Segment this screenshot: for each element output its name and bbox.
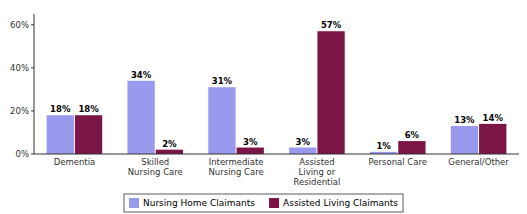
bar	[75, 115, 102, 154]
x-tick-label-line: Dementia	[54, 157, 96, 167]
bar	[451, 126, 478, 154]
data-label: 3%	[296, 137, 311, 147]
bar	[208, 87, 235, 154]
bar	[127, 81, 154, 154]
x-tick-label-line: Living or	[299, 167, 336, 177]
y-tick	[31, 24, 34, 25]
legend-swatch	[129, 198, 139, 208]
y-axis-line	[34, 14, 35, 154]
x-tick-label-line: General/Other	[448, 157, 509, 167]
data-label: 31%	[212, 76, 233, 86]
y-tick	[31, 154, 34, 155]
data-label: 2%	[162, 139, 177, 149]
data-label: 18%	[78, 104, 99, 114]
bar	[317, 31, 344, 154]
bar	[398, 141, 425, 154]
data-label: 3%	[243, 137, 258, 147]
x-tick-label-line: Nursing Care	[208, 167, 263, 177]
bar	[47, 115, 74, 154]
chart-container: 18% 34% 31% 3% 1% 13% 18% 2% 3% 57% 6% 14% 0% 20% 40% 6…	[0, 0, 527, 214]
data-label: 14%	[483, 113, 504, 123]
x-tick-label-line: Residential	[294, 177, 341, 187]
x-tick-label-line: Nursing Care	[128, 167, 183, 177]
data-label: 13%	[454, 115, 475, 125]
x-tick-label: General/Other	[448, 157, 509, 167]
y-tick-label: 0%	[16, 149, 30, 159]
data-label: 57%	[321, 20, 342, 30]
x-axis-line	[34, 154, 519, 155]
y-tick-label: 60%	[10, 20, 29, 30]
x-tick-label: IntermediateNursing Care	[208, 157, 263, 177]
x-tick-label: SkilledNursing Care	[128, 157, 183, 177]
bar	[156, 150, 183, 154]
legend: Nursing Home Claimants Assisted Living Cl…	[124, 194, 403, 212]
chart: 18% 34% 31% 3% 1% 13% 18% 2% 3% 57% 6% 14% 0% 20% 40% 6…	[0, 0, 527, 214]
x-tick-label-line: Skilled	[141, 157, 169, 167]
bar	[289, 148, 316, 154]
x-tick-label: Personal Care	[368, 157, 427, 167]
data-label: 34%	[131, 70, 152, 80]
legend-label: Assisted Living Claimants	[283, 198, 398, 208]
y-tick	[31, 67, 34, 68]
x-tick-label-line: Assisted	[299, 157, 334, 167]
legend-label: Nursing Home Claimants	[143, 198, 255, 208]
bar	[237, 148, 264, 154]
bar	[479, 124, 506, 154]
x-tick-label: Dementia	[54, 157, 96, 167]
x-tick-label-line: Personal Care	[368, 157, 427, 167]
data-label: 6%	[405, 130, 420, 140]
data-label: 18%	[50, 104, 71, 114]
legend-frame	[124, 194, 403, 212]
bars	[47, 31, 507, 154]
data-label: 1%	[376, 141, 391, 151]
x-tick-label-line: Intermediate	[209, 157, 264, 167]
data-labels: 18% 34% 31% 3% 1% 13% 18% 2% 3% 57% 6% 14%	[50, 20, 503, 151]
y-tick	[31, 110, 34, 111]
y-tick-label: 20%	[10, 106, 29, 116]
legend-swatch	[269, 198, 279, 208]
y-tick-label: 40%	[10, 63, 29, 73]
x-tick-label: AssistedLiving orResidential	[294, 157, 341, 187]
